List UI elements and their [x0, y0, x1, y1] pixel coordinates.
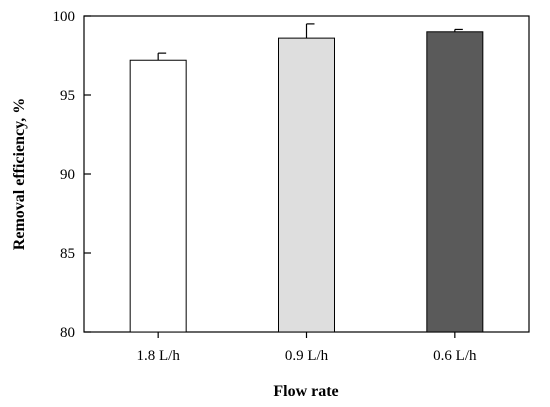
x-tick-label: 1.8 L/h — [136, 348, 180, 364]
y-axis-title: Removal efficiency, % — [11, 98, 28, 250]
y-axis: 80 85 90 95 100 — [53, 9, 91, 341]
bar-series — [129, 31, 484, 333]
y-tick-label: 90 — [60, 167, 75, 183]
y-tick-label: 95 — [60, 88, 75, 104]
bar — [129, 59, 187, 333]
y-tick-label: 80 — [60, 325, 75, 341]
y-tick-label: 85 — [60, 246, 75, 262]
bar — [426, 31, 484, 333]
x-axis-title: Flow rate — [273, 383, 338, 400]
error-bars — [157, 23, 463, 61]
y-tick-label: 100 — [53, 9, 76, 25]
x-axis: 1.8 L/h 0.9 L/h 0.6 L/h — [136, 332, 477, 364]
x-tick-label: 0.6 L/h — [433, 348, 477, 364]
x-tick-label: 0.9 L/h — [285, 348, 329, 364]
bar — [278, 37, 335, 333]
